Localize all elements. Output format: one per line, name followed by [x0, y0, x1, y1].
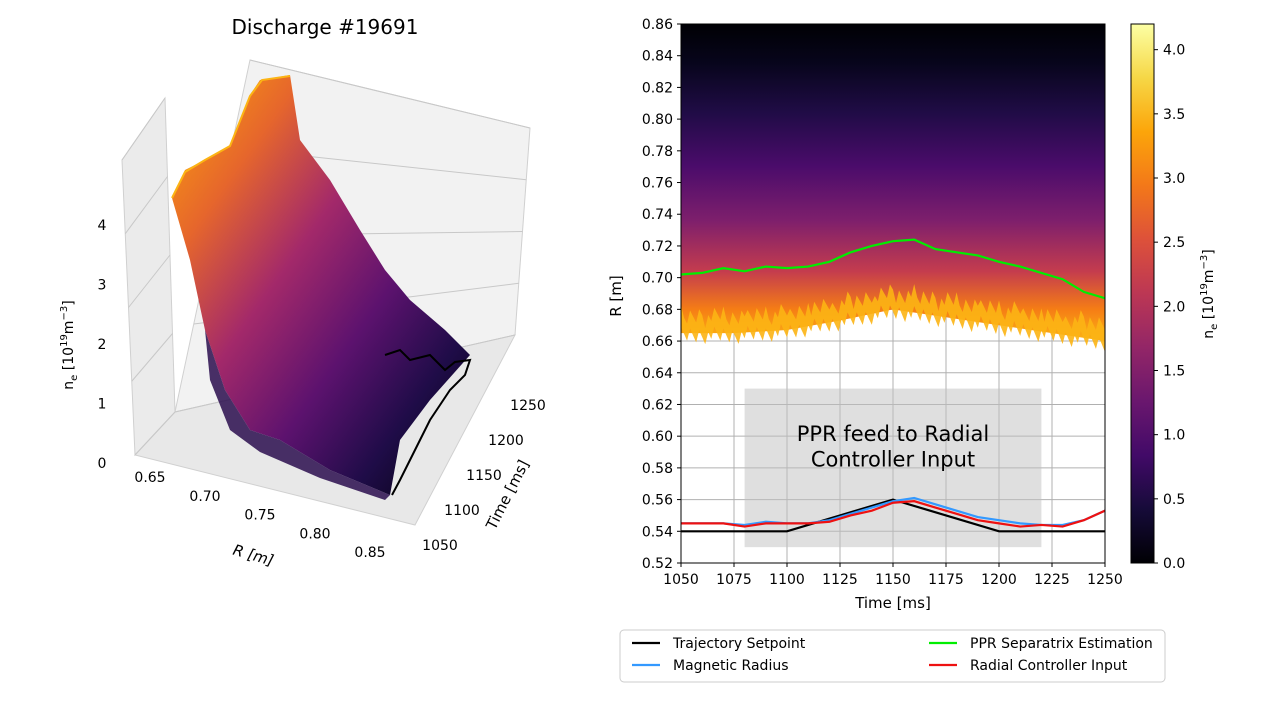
surface-x-tick-label: 0.75: [244, 508, 275, 524]
series-line-ppr-separatrix-estimation: [681, 238, 1105, 300]
heatmap-y-ticks: 0.52 0.54 0.56 0.58 0.60 0.62 0.64 0.66 0.68 0.70…: [642, 17, 681, 572]
surface-y-tick-label: 1100: [444, 503, 480, 519]
heatmap-y-tick-label: 0.60: [642, 429, 673, 445]
back-pane-left: [121, 96, 176, 457]
heatmap-y-label: R [m]: [607, 275, 625, 317]
heatmap-plot: PPR feed to Radial Controller Input: [680, 23, 1106, 564]
surface-mesh: [171, 75, 472, 500]
surface-y-tick-label: 1200: [488, 433, 524, 449]
annotation-line-2: Controller Input: [811, 447, 975, 471]
heatmap-density-edge: [681, 284, 1105, 353]
surface-z-tick-label: 4: [98, 218, 107, 234]
heatmap-y-tick-label: 0.68: [642, 302, 673, 318]
colorbar-tick-label: 3.5: [1163, 107, 1185, 123]
heatmap-x-ticks: 1050 1075 1100 1125 1150 1175 1200 1225 1250: [663, 563, 1123, 588]
heatmap-y-tick-label: 0.76: [642, 176, 673, 192]
legend-label: Radial Controller Input: [970, 658, 1128, 674]
heatmap-y-tick-label: 0.66: [642, 334, 673, 350]
surface-y-tick-label: 1050: [422, 538, 458, 554]
surface-x-tick-label: 0.65: [134, 470, 165, 486]
surface-z-tick-label: 0: [98, 456, 107, 472]
heatmap-y-tick-label: 0.82: [642, 80, 673, 96]
surface-y-ticks: 1050 1100 1150 1200 1250: [422, 398, 546, 554]
surface-gridline: [134, 411, 176, 456]
colorbar-tick-label: 2.5: [1163, 235, 1185, 251]
heatmap-x-tick-label: 1100: [769, 572, 805, 588]
surface-z-ticks: 0 1 2 3 4: [98, 218, 107, 472]
heatmap-y-tick-label: 0.80: [642, 112, 673, 128]
surface-jagged-edge: [384, 348, 472, 496]
surface-ridge: [171, 75, 291, 199]
heatmap-x-tick-label: 1200: [981, 572, 1017, 588]
heatmap-x-tick-label: 1050: [663, 572, 699, 588]
annotation-line-1: PPR feed to Radial: [797, 422, 989, 446]
colorbar: 0.0 0.5 1.0 1.5 2.0 2.5 3.0 3.5 4.0 ne [1019m−3]: [1130, 23, 1220, 572]
heatmap-x-label: Time [ms]: [854, 594, 931, 612]
colorbar-tick-label: 1.0: [1163, 428, 1185, 444]
heatmap-x-tick-label: 1075: [716, 572, 752, 588]
legend-label: Magnetic Radius: [673, 658, 789, 674]
annotation-box: [744, 388, 1042, 548]
colorbar-tick-label: 0.5: [1163, 492, 1185, 508]
colorbar-label: ne [1019m−3]: [1199, 249, 1220, 338]
surface-x-tick-label: 0.70: [189, 489, 220, 505]
colorbar-tick-label: 4.0: [1163, 43, 1185, 59]
heatmap-y-tick-label: 0.58: [642, 461, 673, 477]
series-line-radial-controller-input: [681, 500, 1105, 528]
legend-frame: [619, 629, 1166, 683]
heatmap-y-tick-label: 0.78: [642, 144, 673, 160]
surface-x-ticks: 0.65 0.70 0.75 0.80 0.85: [134, 470, 385, 561]
heatmap-y-tick-label: 0.54: [642, 524, 673, 540]
surface-x-tick-label: 0.85: [354, 545, 385, 561]
heatmap-y-tick-label: 0.84: [642, 49, 673, 65]
surface-top: [172, 75, 470, 495]
surface-gridline: [249, 59, 531, 129]
heatmap-y-tick-label: 0.56: [642, 493, 673, 509]
colorbar-tick-label: 3.0: [1163, 171, 1185, 187]
legend: Trajectory Setpoint Magnetic Radius PPR Se…: [619, 629, 1166, 683]
heatmap-x-tick-label: 1225: [1034, 572, 1070, 588]
colorbar-tick-label: 1.5: [1163, 364, 1185, 380]
surface-x-label: R [m]: [231, 541, 276, 570]
heatmap-y-tick-label: 0.72: [642, 239, 673, 255]
series-line-trajectory-setpoint: [681, 498, 1105, 533]
colorbar-tick-label: 2.0: [1163, 299, 1185, 315]
heatmap-x-tick-label: 1125: [822, 572, 858, 588]
heatmap-x-tick-label: 1175: [928, 572, 964, 588]
surface-gridline: [131, 333, 173, 382]
heatmap-y-tick-label: 0.86: [642, 17, 673, 33]
surface-z-tick-label: 2: [98, 337, 107, 353]
surface-front-face: [205, 330, 390, 500]
heatmap-y-tick-label: 0.74: [642, 207, 673, 223]
surface-x-tick-label: 0.80: [299, 526, 330, 542]
surface-z-label: ne [1019m−3]: [59, 300, 80, 389]
surface-gridline: [128, 254, 171, 308]
heatmap-x-tick-label: 1250: [1087, 572, 1123, 588]
surface-z-tick-label: 3: [98, 278, 107, 294]
legend-label: PPR Separatrix Estimation: [970, 636, 1153, 652]
colorbar-tick-label: 0.0: [1163, 556, 1185, 572]
heatmap-y-tick-label: 0.70: [642, 271, 673, 287]
surface-title: Discharge #19691: [232, 15, 419, 39]
colorbar-gradient: [1130, 23, 1155, 564]
heatmap-y-tick-label: 0.64: [642, 366, 673, 382]
surface-y-tick-label: 1250: [510, 398, 546, 414]
surface-gridline: [124, 176, 168, 235]
heatmap-y-tick-label: 0.52: [642, 556, 673, 572]
legend-label: Trajectory Setpoint: [672, 636, 806, 652]
heatmap-x-tick-label: 1150: [875, 572, 911, 588]
surface-y-tick-label: 1150: [466, 468, 502, 484]
heatmap-y-tick-label: 0.62: [642, 397, 673, 413]
surface-gridline: [121, 97, 166, 161]
surface-z-tick-label: 1: [98, 397, 107, 413]
